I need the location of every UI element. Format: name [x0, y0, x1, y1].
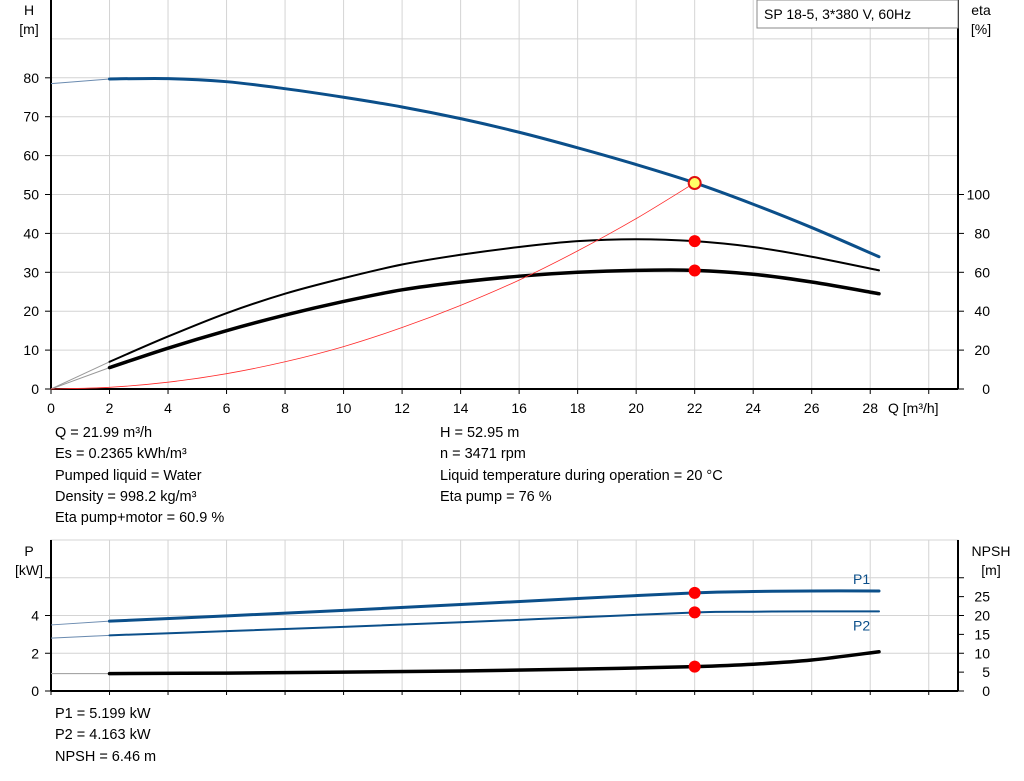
curve-1 [108, 238, 881, 363]
operating-point-marker [688, 264, 701, 277]
y-tick-label-right: 100 [967, 187, 991, 203]
result-npsh: NPSH = 6.46 m [55, 748, 157, 765]
y-axis-label-right: NPSH [972, 543, 1011, 559]
curve-2 [107, 649, 881, 676]
x-tick-label: 20 [628, 400, 644, 416]
result-h: H = 52.95 m [440, 425, 520, 441]
y-tick-label-right: 0 [982, 381, 990, 397]
curve-extension [50, 361, 110, 390]
results-left: Q = 21.99 m³/h Es = 0.2365 kWh/m³ Pumped… [55, 423, 224, 529]
y-tick-label-left: 0 [31, 381, 39, 397]
x-tick-label: 24 [745, 400, 761, 416]
y-tick-label-right: 0 [982, 683, 990, 699]
y-tick-label-right: 10 [974, 645, 990, 661]
series-label-p2: P2 [853, 617, 870, 633]
x-tick-label: 4 [164, 400, 172, 416]
curve-3 [50, 182, 696, 390]
results-bottom: P1 = 5.199 kW P2 = 4.163 kW NPSH = 6.46 … [55, 704, 156, 768]
x-tick-label: 10 [336, 400, 352, 416]
x-tick-label: 26 [804, 400, 820, 416]
result-es: Es = 0.2365 kWh/m³ [55, 446, 187, 463]
y-tick-label-left: 70 [23, 109, 39, 125]
y-tick-label-left: 80 [23, 70, 39, 86]
duty-point-marker [687, 176, 702, 191]
curve-extension [50, 367, 110, 390]
x-tick-label: 28 [862, 400, 878, 416]
operating-point-marker [688, 586, 701, 599]
y-tick-label-left: 50 [23, 187, 39, 203]
y-tick-label-right: 20 [974, 608, 990, 624]
y-tick-label-left: 20 [23, 303, 39, 319]
y-axis-unit-left: [kW] [15, 562, 43, 578]
result-liquid: Pumped liquid = Water [55, 467, 202, 484]
y-tick-label-left: 30 [23, 264, 39, 280]
x-tick-label: 12 [394, 400, 410, 416]
result-p1: P1 = 5.199 kW [55, 706, 151, 722]
result-n: n = 3471 rpm [440, 446, 526, 463]
curve-2 [107, 268, 881, 370]
curve-extension [50, 634, 110, 639]
x-axis-label: Q [m³/h] [888, 400, 939, 416]
y-tick-label-left: 10 [23, 342, 39, 358]
x-tick-label: 0 [47, 400, 55, 416]
y-tick-label-right: 25 [974, 589, 990, 605]
y-tick-label-left: 2 [31, 645, 39, 661]
curve-0 [108, 76, 881, 259]
x-tick-label: 2 [106, 400, 114, 416]
result-eta-pump-motor: Eta pump+motor = 60.9 % [55, 510, 225, 527]
x-tick-label: 22 [687, 400, 703, 416]
curve-extension [50, 620, 110, 626]
y-tick-label-left: 4 [31, 608, 39, 624]
y-axis-unit-right: [%] [971, 21, 991, 37]
y-tick-label-right: 80 [974, 225, 990, 241]
y-tick-label-right: 15 [974, 626, 990, 642]
operating-point-marker [688, 660, 701, 673]
y-tick-label-right: 40 [974, 303, 990, 319]
x-tick-label: 8 [281, 400, 289, 416]
title-box [756, 0, 959, 29]
y-tick-label-left: 40 [23, 225, 39, 241]
operating-point-marker [688, 606, 701, 619]
curve-extension [50, 78, 110, 85]
x-tick-label: 18 [570, 400, 586, 416]
result-eta-pump: Eta pump = 76 % [440, 488, 552, 505]
operating-point-marker [688, 235, 701, 248]
y-axis-label-left: P [24, 543, 33, 559]
result-q: Q = 21.99 m³/h [55, 425, 153, 441]
y-tick-label-right: 60 [974, 264, 990, 280]
y-tick-label-left: 60 [23, 148, 39, 164]
result-p2: P2 = 4.163 kW [55, 727, 151, 744]
y-tick-label-left: 0 [31, 683, 39, 699]
series-label-p1: P1 [853, 571, 870, 587]
y-axis-unit-left: [m] [19, 21, 38, 37]
y-axis-label-right: eta [971, 2, 991, 18]
x-tick-label: 14 [453, 400, 469, 416]
result-density: Density = 998.2 kg/m³ [55, 488, 197, 505]
x-tick-label: 6 [223, 400, 231, 416]
y-tick-label-right: 5 [982, 664, 990, 680]
p2-curve-1 [108, 610, 881, 637]
chart-title: SP 18-5, 3*380 V, 60Hz [764, 6, 911, 22]
results-right: H = 52.95 m n = 3471 rpm Liquid temperat… [440, 423, 723, 508]
result-temp: Liquid temperature during operation = 20… [440, 467, 723, 484]
y-tick-label-right: 20 [974, 342, 990, 358]
p1-curve-0 [108, 589, 881, 623]
x-tick-label: 16 [511, 400, 527, 416]
y-axis-unit-right: [m] [981, 562, 1000, 578]
y-axis-label-left: H [24, 2, 34, 18]
